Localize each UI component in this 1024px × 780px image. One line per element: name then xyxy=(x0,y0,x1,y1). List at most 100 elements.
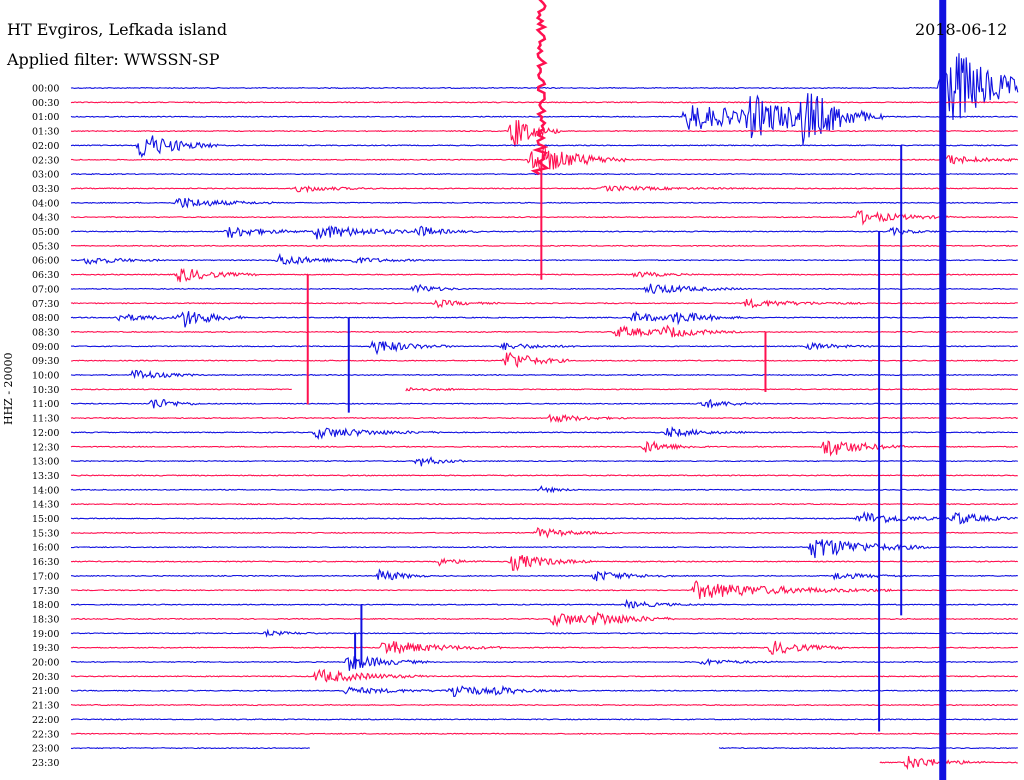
trace-line xyxy=(70,440,1018,457)
y-tick-label: 21:30 xyxy=(32,701,59,712)
y-tick-label: 16:30 xyxy=(32,557,59,568)
trace-line xyxy=(70,324,1018,338)
trace-line xyxy=(71,244,1018,247)
trace-line xyxy=(70,718,1018,721)
y-tick-label: 03:00 xyxy=(32,170,59,181)
y-tick-label: 11:00 xyxy=(32,399,59,410)
y-tick-label: 18:30 xyxy=(32,614,59,625)
trace-line xyxy=(70,252,1018,266)
y-tick-label: 18:00 xyxy=(32,600,59,611)
y-tick-label: 19:00 xyxy=(32,629,59,640)
trace-line xyxy=(70,267,1018,283)
trace-line xyxy=(71,568,1018,582)
trace-line xyxy=(71,398,1018,409)
trace-line xyxy=(70,684,1019,697)
trace-line xyxy=(70,387,1019,392)
y-tick-label: 00:00 xyxy=(32,84,59,95)
trace-line xyxy=(70,580,1018,600)
trace-line xyxy=(70,655,1018,671)
y-tick-label: 23:30 xyxy=(32,758,59,769)
y-tick-label: 07:00 xyxy=(32,284,59,295)
trace-line xyxy=(70,640,1018,655)
y-tick-label: 13:30 xyxy=(32,471,59,482)
trace-line xyxy=(70,413,1019,424)
trace-line xyxy=(70,197,1018,209)
y-tick-label: 15:00 xyxy=(32,514,59,525)
trace-line xyxy=(70,456,1018,467)
trace-line xyxy=(70,53,1019,121)
y-tick-label: 05:00 xyxy=(32,227,59,238)
y-tick-label: 12:00 xyxy=(32,428,59,439)
strong-event-mark xyxy=(530,0,550,176)
y-tick-label: 07:30 xyxy=(32,299,59,310)
y-tick-label: 01:00 xyxy=(32,112,59,123)
trace-line xyxy=(70,510,1018,525)
y-tick-label: 21:00 xyxy=(32,686,59,697)
y-tick-label: 14:00 xyxy=(32,485,59,496)
y-tick-label: 20:30 xyxy=(32,672,59,683)
trace-line xyxy=(70,93,1018,145)
trace-line xyxy=(70,369,1018,380)
y-tick-label: 23:00 xyxy=(32,744,59,755)
y-tick-label: 11:30 xyxy=(32,414,59,425)
y-tick-label: 16:00 xyxy=(32,543,59,554)
trace-line xyxy=(70,485,1018,494)
y-tick-label: 20:00 xyxy=(32,658,59,669)
y-tick-label: 08:30 xyxy=(32,327,59,338)
trace-line xyxy=(70,703,1018,707)
y-tick-label: 08:00 xyxy=(32,313,59,324)
y-tick-label: 14:30 xyxy=(32,500,59,511)
y-tick-label: 02:30 xyxy=(32,155,59,166)
trace-line xyxy=(70,668,1018,683)
trace-line xyxy=(70,173,1018,176)
y-tick-label: 10:30 xyxy=(32,385,59,396)
station-title: HT Evgiros, Lefkada island xyxy=(7,20,228,39)
filter-subtitle: Applied filter: WWSSN-SP xyxy=(7,50,220,69)
trace-line xyxy=(70,732,1019,735)
y-tick-label: 09:00 xyxy=(32,342,59,353)
trace-line xyxy=(879,755,1018,771)
trace-line xyxy=(70,527,1018,539)
trace-line xyxy=(70,101,1019,104)
trace-line xyxy=(70,225,1018,240)
trace-line xyxy=(71,539,1018,559)
trace-line xyxy=(70,747,1018,750)
trace-line xyxy=(70,210,1018,226)
trace-line xyxy=(70,310,1018,328)
trace-line xyxy=(70,503,1018,506)
y-tick-label: 04:00 xyxy=(32,198,59,209)
y-tick-label: 13:00 xyxy=(32,457,59,468)
y-tick-label: 22:00 xyxy=(32,715,59,726)
y-axis-label: HHZ - 20000 xyxy=(2,352,15,425)
trace-line xyxy=(70,120,1018,147)
y-tick-label: 04:30 xyxy=(32,213,59,224)
trace-line xyxy=(70,554,1018,572)
trace-line xyxy=(70,474,1018,477)
trace-line xyxy=(70,340,1018,356)
y-tick-label: 12:30 xyxy=(32,442,59,453)
y-tick-label: 00:30 xyxy=(32,98,59,109)
y-tick-label: 15:30 xyxy=(32,528,59,539)
trace-line xyxy=(70,611,1018,628)
y-tick-label: 01:30 xyxy=(32,127,59,138)
trace-line xyxy=(70,426,1018,441)
y-tick-label: 06:30 xyxy=(32,270,59,281)
trace-line xyxy=(71,351,1018,369)
y-tick-label: 09:30 xyxy=(32,356,59,367)
y-tick-label: 19:30 xyxy=(32,643,59,654)
trace-line xyxy=(70,283,1018,295)
y-tick-label: 17:00 xyxy=(32,571,59,582)
y-tick-label: 05:30 xyxy=(32,241,59,252)
y-tick-label: 02:00 xyxy=(32,141,59,152)
saturated-band xyxy=(939,0,947,780)
date-label: 2018-06-12 xyxy=(915,20,1008,39)
trace-line xyxy=(70,184,1018,194)
y-tick-label: 03:30 xyxy=(32,184,59,195)
y-tick-label: 22:30 xyxy=(32,729,59,740)
trace-line xyxy=(70,598,1018,610)
trace-line xyxy=(70,297,1018,309)
y-tick-label: 17:30 xyxy=(32,586,59,597)
y-tick-label: 10:00 xyxy=(32,371,59,382)
